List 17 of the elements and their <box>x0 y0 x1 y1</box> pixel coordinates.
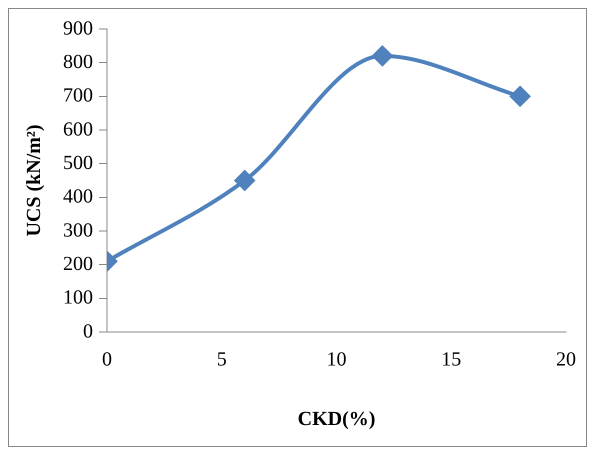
x-tick-label: 10 <box>326 348 346 370</box>
x-tick-label: 15 <box>441 348 462 370</box>
x-tick-label: 0 <box>102 348 112 370</box>
y-tick-label: 200 <box>63 252 93 275</box>
y-tick-label: 900 <box>63 17 93 40</box>
y-tick-label: 300 <box>63 219 93 242</box>
y-tick-label: 800 <box>63 50 93 73</box>
y-tick-label: 600 <box>63 118 93 140</box>
y-tick-label: 700 <box>63 84 93 107</box>
y-axis-title: UCS (kN/m²) <box>23 124 46 237</box>
x-axis-title: CKD(%) <box>298 408 376 430</box>
x-tick-label: 5 <box>216 348 227 370</box>
y-tick-label: 400 <box>63 186 93 208</box>
y-tick-label: 0 <box>83 320 93 342</box>
y-tick-label: 100 <box>63 286 93 309</box>
x-tick-label: 20 <box>556 348 576 370</box>
y-tick-label: 500 <box>63 152 93 174</box>
